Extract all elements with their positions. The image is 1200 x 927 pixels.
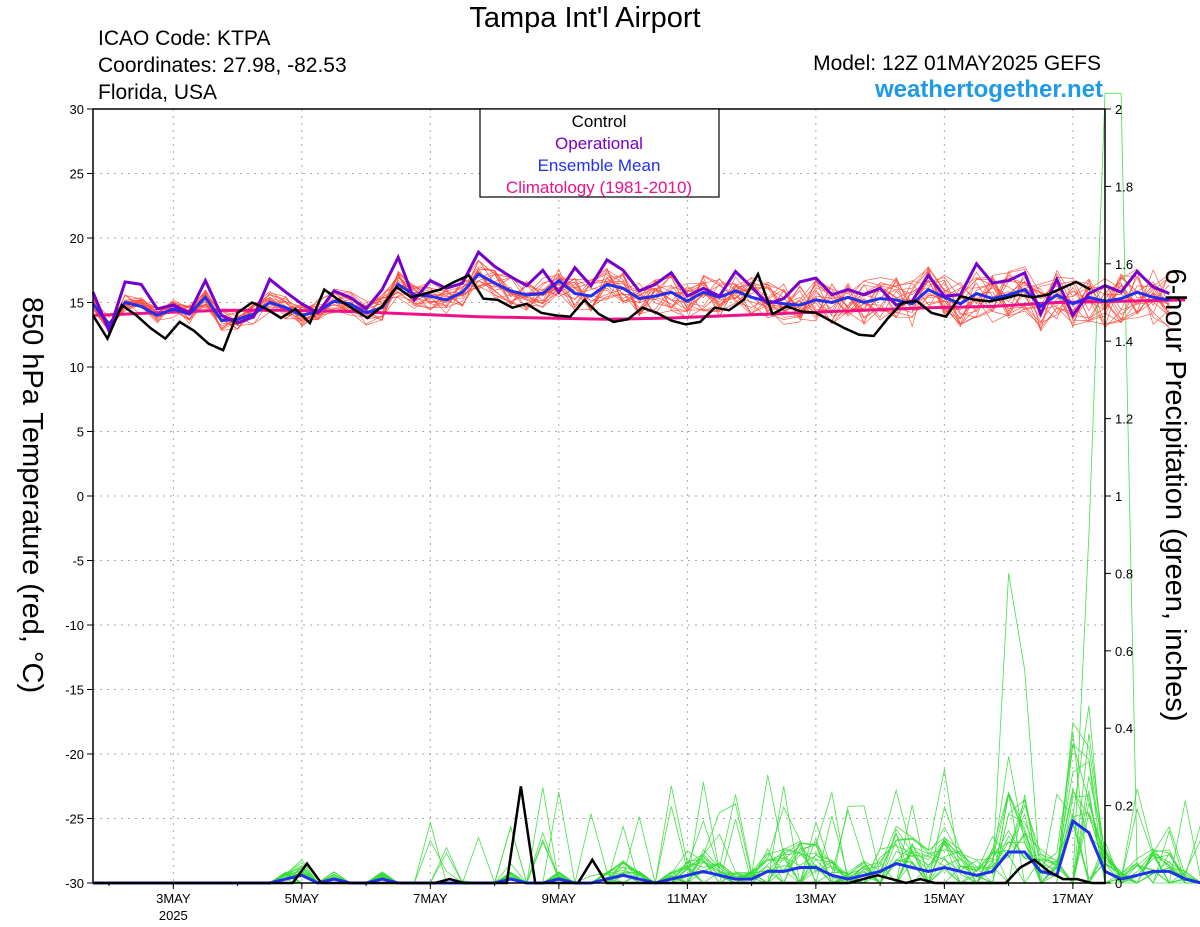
x-tick-label: 13MAY	[795, 891, 837, 906]
x-tick-label: 5MAY	[285, 891, 320, 906]
y-right-label: 6-hour Precipitation (green, inches)	[1159, 269, 1191, 722]
coordinates: Coordinates: 27.98, -82.53	[98, 54, 347, 77]
x-tick-label: 9MAY	[542, 891, 577, 906]
x-tick-label: 11MAY	[667, 891, 708, 906]
location: Florida, USA	[98, 81, 218, 104]
y-left-tick-label: 25	[70, 167, 84, 182]
y-right-tick-label: 0.8	[1115, 566, 1133, 581]
legend: Control Operational Ensemble Mean Climatolo…	[479, 108, 720, 198]
x-tick-label: 3MAY	[156, 891, 191, 906]
x-tick-label: 7MAY	[413, 891, 448, 906]
operational-temp-line	[91, 249, 1170, 336]
x-tick-sublabel: 2025	[159, 908, 188, 923]
y-right-tick-label: 2	[1115, 102, 1122, 117]
y-right-tick-label: 0.6	[1115, 644, 1133, 659]
y-right-tick-label: 0.2	[1115, 799, 1133, 814]
legend-entry: Control	[572, 112, 627, 131]
grid-lines	[93, 109, 1105, 883]
site-link[interactable]: weathertogether.net	[874, 76, 1103, 103]
precip-member-line	[93, 819, 1200, 884]
climatology-line	[92, 298, 1186, 321]
y-right-tick-label: 1.8	[1115, 179, 1133, 194]
model-run: Model: 12Z 01MAY2025 GEFS	[813, 52, 1101, 75]
y-left-tick-label: -30	[65, 876, 84, 891]
y-left-tick-label: 30	[70, 102, 84, 117]
x-tick-label: 17MAY	[1052, 891, 1094, 906]
y-left-tick-label: -10	[65, 618, 84, 633]
legend-entry: Operational	[555, 134, 643, 153]
x-tick-label: 15MAY	[924, 891, 966, 906]
y-left-tick-label: 10	[70, 360, 84, 375]
ensemble-mean-precip-line	[93, 818, 1200, 885]
y-left-tick-label: -5	[72, 554, 84, 569]
legend-entry: Ensemble Mean	[538, 156, 661, 175]
y-right-tick-label: 1.4	[1115, 334, 1133, 349]
y-left-tick-label: 15	[70, 296, 84, 311]
y-left-tick-label: -20	[65, 747, 84, 762]
legend-box	[479, 108, 720, 198]
axes: 302520151050-5-10-15-20-25-3021.81.61.41…	[65, 102, 1133, 923]
y-right-tick-label: 1.6	[1115, 257, 1133, 272]
y-right-tick-label: 0.4	[1115, 721, 1133, 736]
precip-members	[93, 93, 1200, 885]
y-left-tick-label: -25	[65, 812, 84, 827]
icao-code: ICAO Code: KTPA	[98, 27, 271, 50]
legend-entry: Climatology (1981-2010)	[506, 178, 692, 197]
y-left-tick-label: -15	[65, 683, 84, 698]
precip-member-line	[93, 93, 1200, 885]
y-right-tick-label: 1.2	[1115, 412, 1133, 427]
y-left-tick-label: 0	[77, 489, 84, 504]
y-right-tick-label: 0	[1115, 876, 1122, 891]
chart-title: Tampa Int'l Airport	[469, 2, 701, 34]
ensemble-mean-temp-line	[91, 272, 1170, 327]
temperature-member-line	[92, 260, 1170, 327]
y-right-tick-label: 1	[1115, 489, 1122, 504]
control-temp-line	[91, 271, 1092, 352]
y-left-tick-label: 20	[70, 231, 84, 246]
y-left-label: 850 hPa Temperature (red, °C)	[16, 297, 48, 693]
y-left-tick-label: 5	[77, 425, 84, 440]
